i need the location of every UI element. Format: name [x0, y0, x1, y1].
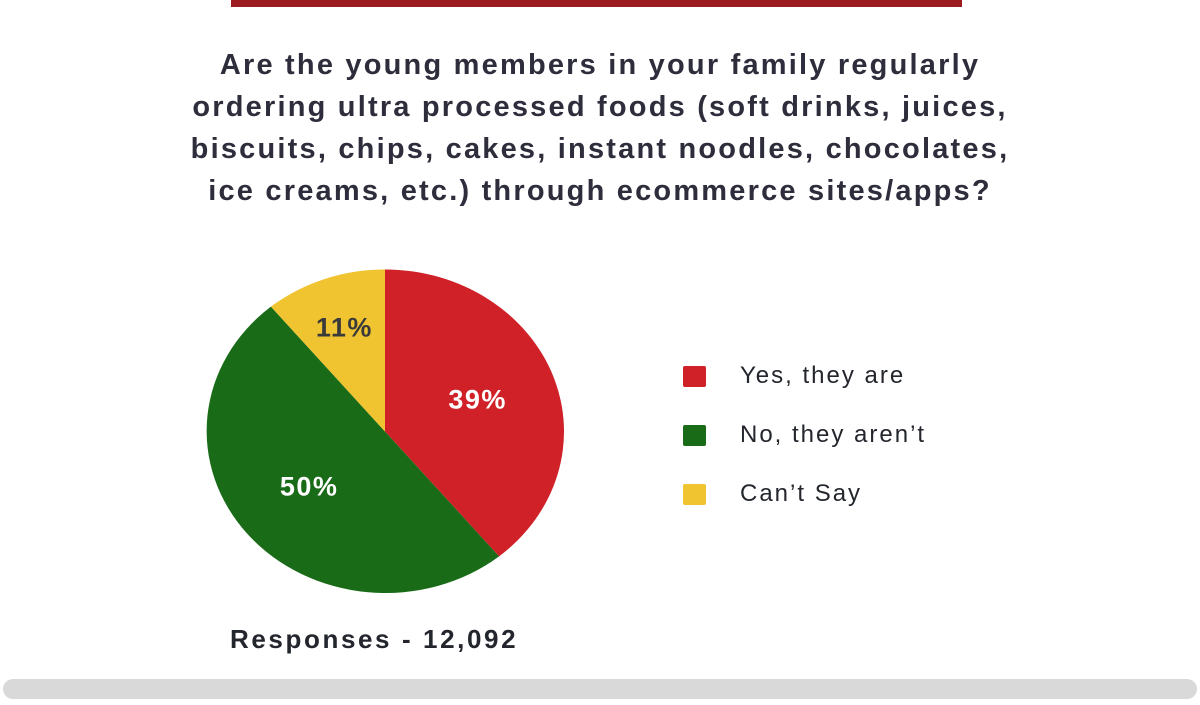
- pie-percent-label-0: 39%: [448, 384, 507, 414]
- legend-swatch-yes: [683, 365, 706, 387]
- legend-swatch-cant-say: [683, 483, 706, 505]
- pie-chart: 39% 50% 11%: [206, 269, 564, 594]
- pie-percent-label-2: 11%: [316, 313, 373, 343]
- legend-label-cant-say: Can’t Say: [740, 480, 863, 507]
- legend-swatch-no: [683, 424, 706, 446]
- poll-question-line-1: Are the young members in your family reg…: [219, 49, 981, 81]
- pie-slice-0: [385, 269, 564, 557]
- legend-item-cant-say: Can’t Say: [683, 480, 926, 508]
- legend-label-no: No, they aren’t: [740, 421, 927, 448]
- legend: Yes, they are No, they aren’t Can’t Say: [683, 362, 926, 508]
- poll-question: Are the young members in your family reg…: [0, 44, 1200, 212]
- legend-item-yes: Yes, they are: [683, 362, 926, 390]
- pie-slice-2: [270, 269, 385, 432]
- cropped-top-text-bar: [231, 0, 962, 7]
- poll-question-line-2: ordering ultra processed foods (soft dri…: [192, 91, 1008, 123]
- legend-item-no: No, they aren’t: [683, 421, 926, 449]
- poll-question-line-3: biscuits, chips, cakes, instant noodles,…: [190, 133, 1010, 165]
- responses-count: Responses - 12,092: [230, 624, 519, 654]
- legend-label-yes: Yes, they are: [740, 362, 906, 389]
- pie-slice-1: [206, 306, 500, 594]
- horizontal-scrollbar-track[interactable]: [3, 679, 1197, 699]
- pie-percent-label-1: 50%: [280, 471, 339, 501]
- poll-question-line-4: ice creams, etc.) through ecommerce site…: [208, 175, 992, 207]
